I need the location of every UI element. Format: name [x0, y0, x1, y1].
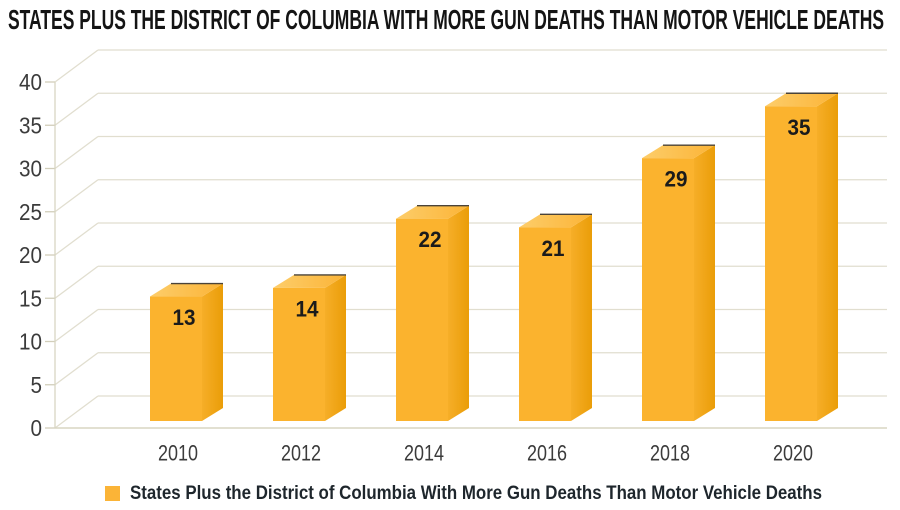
bar-side-face: [817, 93, 838, 421]
y-tick-label-0: 0: [31, 415, 43, 441]
chart-title: STATES PLUS THE DISTRICT OF COLUMBIA WIT…: [8, 4, 884, 35]
bar-value-label: 21: [542, 236, 565, 261]
gridline-depth-30: [54, 135, 99, 170]
bar-front-face: [273, 287, 325, 421]
axis-labels: 0 5 10 15 20 25 30 35 40 2010 2012 2014 2016 2018 2020: [19, 69, 813, 466]
gridline-depth-20: [54, 222, 99, 256]
y-tick-label-35: 35: [19, 112, 42, 138]
bar-top-face: [396, 205, 469, 219]
bar-value-label: 35: [788, 115, 811, 140]
bar-value-label: 13: [173, 305, 196, 330]
gridline-depth-15: [54, 265, 99, 299]
bar-2016: 21: [519, 213, 592, 421]
gridline-depth-25: [54, 179, 99, 213]
gridline-depth-35: [54, 92, 99, 126]
legend: States Plus the District of Columbia Wit…: [105, 483, 822, 504]
gridline-depth-5: [54, 352, 99, 386]
legend-label: States Plus the District of Columbia Wit…: [130, 483, 822, 504]
bar-2020: 35: [765, 92, 838, 421]
bar-side-face: [694, 145, 715, 421]
bar-front-face: [765, 106, 817, 421]
bar-2010: 13: [150, 282, 223, 421]
bar-top-face: [273, 274, 346, 288]
bar-top-face: [642, 145, 715, 159]
x-tick-label-2014: 2014: [404, 441, 444, 466]
gridlines: [45, 49, 887, 429]
bar-value-label: 29: [665, 167, 688, 192]
bar-value-label: 22: [419, 227, 442, 252]
axes: [54, 82, 887, 429]
bar-front-face: [642, 158, 694, 421]
legend-swatch-icon: [105, 486, 120, 501]
bars: 13 14 22 21 29 35: [150, 92, 838, 421]
y-tick-label-15: 15: [19, 285, 42, 311]
y-tick-label-10: 10: [19, 329, 42, 355]
bar-front-face: [396, 218, 448, 421]
gridline-depth-40: [54, 49, 99, 83]
x-tick-label-2010: 2010: [158, 441, 198, 466]
x-tick-label-2020: 2020: [773, 441, 813, 466]
bar-top-face: [765, 93, 838, 107]
x-tick-label-2016: 2016: [527, 441, 567, 466]
bar-side-face: [202, 283, 223, 421]
bar-top-face: [519, 214, 592, 228]
bar-2018: 29: [642, 144, 715, 421]
bar-value-label: 14: [296, 296, 320, 321]
bar-side-face: [571, 214, 592, 421]
bar-front-face: [519, 227, 571, 421]
bar-2014: 22: [396, 204, 469, 421]
x-tick-label-2018: 2018: [650, 441, 690, 466]
gridline-depth-0: [54, 395, 99, 429]
y-tick-label-5: 5: [31, 372, 43, 398]
bar-top-face: [150, 283, 223, 297]
y-tick-label-25: 25: [19, 199, 42, 225]
bar-side-face: [325, 274, 346, 421]
y-tick-label-30: 30: [19, 156, 42, 182]
bar-front-face: [150, 296, 202, 421]
bar-2012: 14: [273, 274, 346, 421]
x-tick-label-2012: 2012: [281, 441, 321, 466]
bar-side-face: [448, 205, 469, 421]
y-tick-label-40: 40: [19, 69, 42, 95]
gridline-depth-10: [54, 308, 99, 343]
y-tick-label-20: 20: [19, 242, 42, 268]
